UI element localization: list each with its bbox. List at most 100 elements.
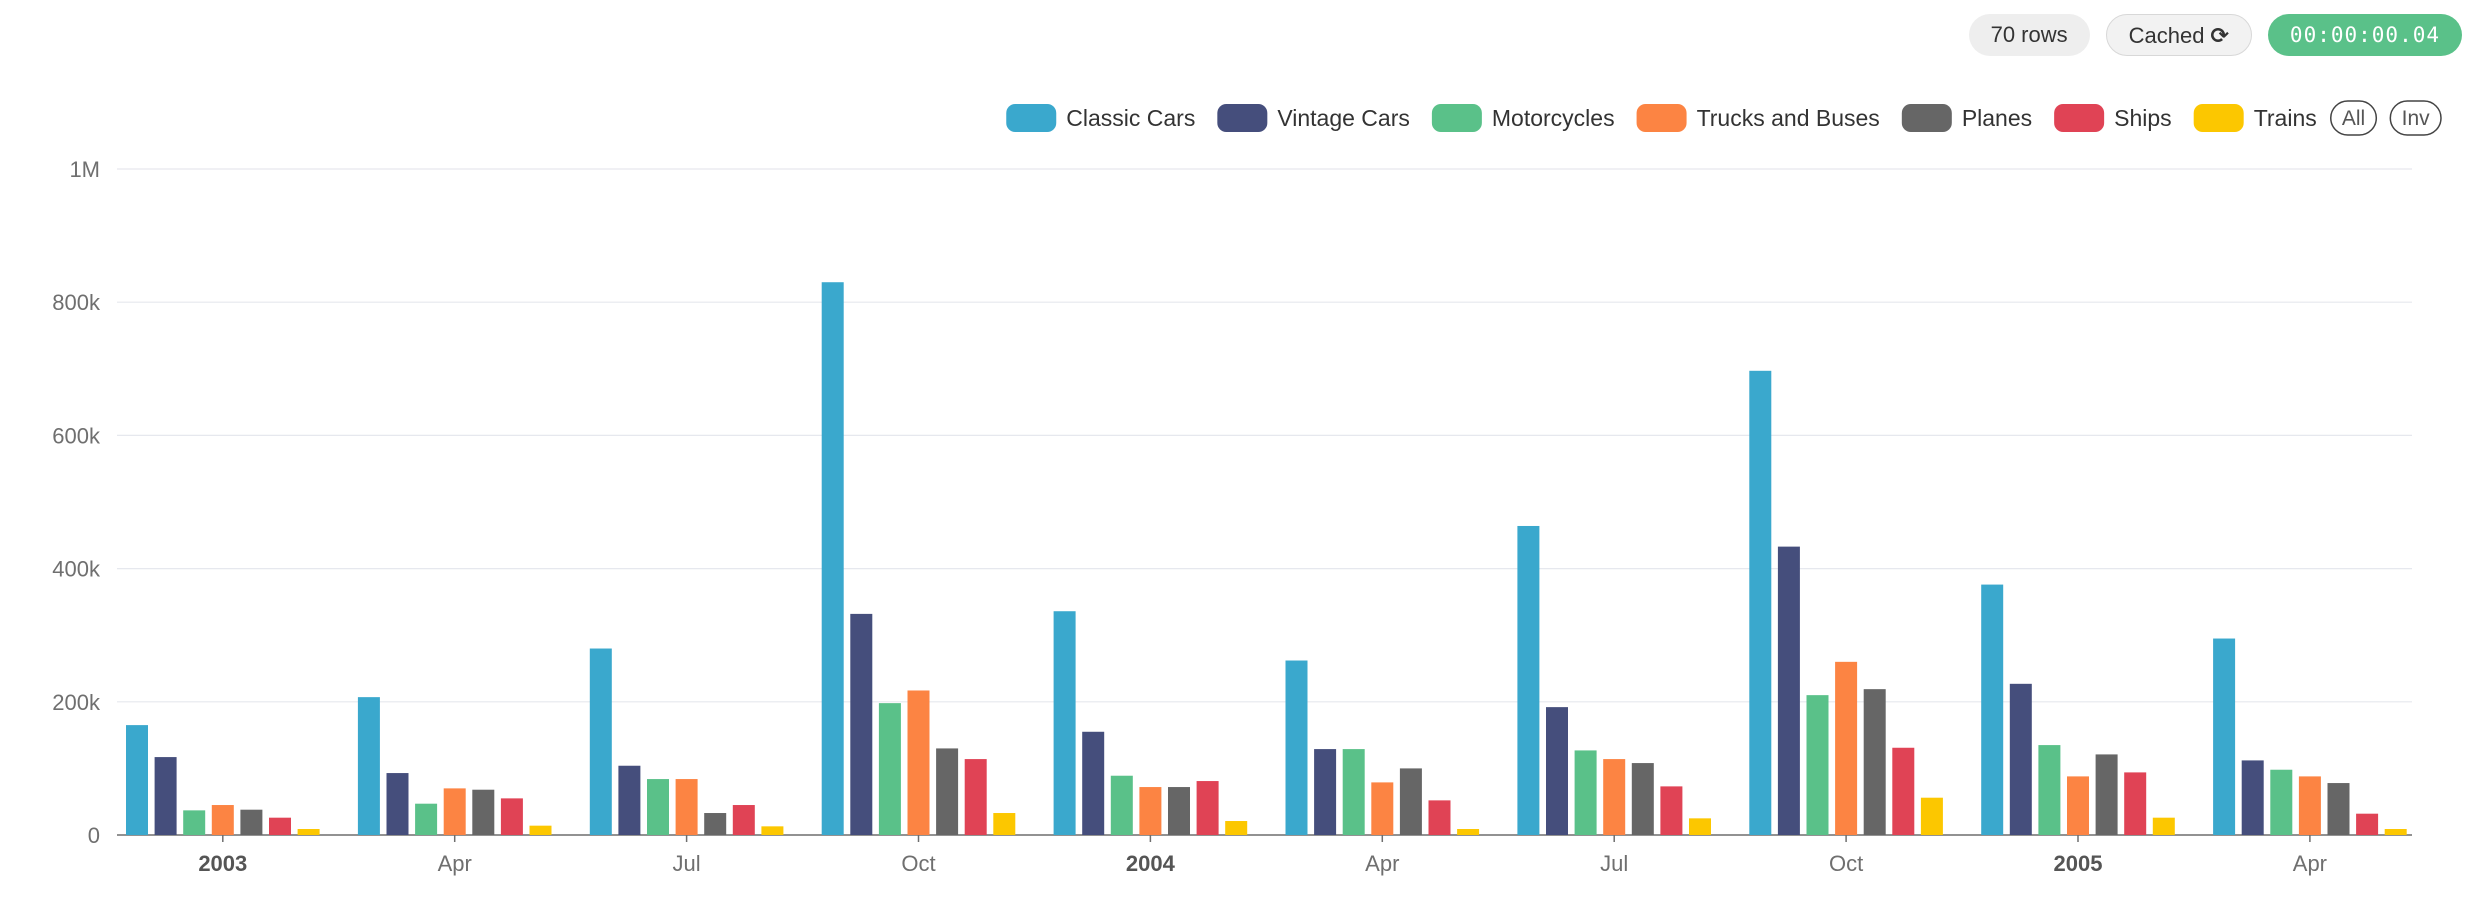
y-tick-label: 200k <box>52 690 101 715</box>
bar-ships[interactable] <box>964 759 987 835</box>
legend-swatch <box>2054 104 2105 132</box>
bar-trains[interactable] <box>297 829 320 835</box>
bar-trucks-and-buses[interactable] <box>675 779 698 835</box>
bar-classic-cars[interactable] <box>357 697 380 835</box>
legend-swatch <box>1636 104 1687 132</box>
bar-motorcycles[interactable] <box>647 779 669 835</box>
bar-ships[interactable] <box>269 817 291 835</box>
bar-classic-cars[interactable] <box>1285 660 1308 835</box>
legend-item-trucks-and-buses[interactable]: Trucks and Buses <box>1636 104 1880 132</box>
bar-classic-cars[interactable] <box>821 282 844 836</box>
cached-label: Cached <box>2128 23 2205 48</box>
legend-label: Trains <box>2254 105 2317 131</box>
x-tick-label: Apr <box>1365 851 1399 876</box>
bar-classic-cars[interactable] <box>1053 611 1076 835</box>
legend-item-motorcycles[interactable]: Motorcycles <box>1431 104 1615 132</box>
bar-ships[interactable] <box>1428 800 1451 835</box>
bar-motorcycles[interactable] <box>2270 769 2293 835</box>
bar-planes[interactable] <box>240 809 263 835</box>
query-status-bar: 70 rows Cached ⟳ 00:00:00.04 <box>1968 14 2462 56</box>
bar-planes[interactable] <box>704 813 727 835</box>
x-tick-label: Jul <box>1600 851 1628 876</box>
legend-item-classic-cars[interactable]: Classic Cars <box>1006 104 1195 132</box>
bar-classic-cars[interactable] <box>1981 584 2004 835</box>
bar-trucks-and-buses[interactable] <box>211 805 234 835</box>
bar-motorcycles[interactable] <box>1110 775 1133 835</box>
bar-trains[interactable] <box>2384 829 2407 835</box>
bar-ships[interactable] <box>2124 772 2147 835</box>
bar-vintage-cars[interactable] <box>1314 749 1337 835</box>
x-axis: 2003 Apr Jul Oct 2004 Apr Jul Oct 2005 Apr <box>198 835 2327 876</box>
bar-trucks-and-buses[interactable] <box>2298 776 2321 835</box>
bar-planes[interactable] <box>1399 768 1422 835</box>
bar-trains[interactable] <box>529 825 552 835</box>
bar-trains[interactable] <box>1457 829 1480 835</box>
bar-planes[interactable] <box>2095 754 2118 835</box>
bar-motorcycles[interactable] <box>878 703 901 835</box>
bar-trains[interactable] <box>1225 821 1248 835</box>
x-tick-label: Apr <box>2293 851 2327 876</box>
bar-planes[interactable] <box>2327 783 2350 835</box>
bar-motorcycles[interactable] <box>415 803 438 835</box>
bar-classic-cars[interactable] <box>1749 370 1772 835</box>
bar-classic-cars[interactable] <box>589 648 612 835</box>
legend-label: Motorcycles <box>1492 105 1615 131</box>
bar-ships[interactable] <box>1892 747 1915 835</box>
legend-item-planes[interactable]: Planes <box>1901 104 2032 132</box>
bar-ships[interactable] <box>1660 786 1683 835</box>
x-tick-label: 2005 <box>2054 851 2103 876</box>
bar-planes[interactable] <box>936 748 959 835</box>
bar-vintage-cars[interactable] <box>1777 546 1800 835</box>
legend-all-button[interactable]: All <box>2330 100 2378 136</box>
bar-planes[interactable] <box>1168 787 1190 835</box>
bar-planes[interactable] <box>472 789 495 835</box>
legend-invert-button[interactable]: Inv <box>2389 100 2442 136</box>
bar-trains[interactable] <box>993 813 1016 835</box>
x-tick-label: 2003 <box>198 851 247 876</box>
bar-motorcycles[interactable] <box>1574 750 1597 835</box>
bar-ships[interactable] <box>1196 781 1219 835</box>
bar-trains[interactable] <box>2152 817 2175 835</box>
bar-motorcycles[interactable] <box>1806 695 1829 835</box>
bar-ships[interactable] <box>2356 813 2379 835</box>
cached-button[interactable]: Cached ⟳ <box>2105 14 2252 56</box>
legend-label: Trucks and Buses <box>1697 105 1880 131</box>
bar-trains[interactable] <box>1920 797 1943 835</box>
bar-trucks-and-buses[interactable] <box>2067 776 2089 835</box>
bar-trucks-and-buses[interactable] <box>1371 782 1394 835</box>
bar-planes[interactable] <box>1631 763 1654 835</box>
bar-motorcycles[interactable] <box>2038 745 2061 835</box>
legend-item-trains[interactable]: Trains <box>2193 104 2317 132</box>
bar-vintage-cars[interactable] <box>850 613 873 835</box>
bar-vintage-cars[interactable] <box>2009 683 2032 835</box>
legend-swatch <box>1901 104 1952 132</box>
row-count-badge: 70 rows <box>1968 14 2090 56</box>
y-tick-label: 400k <box>52 557 101 582</box>
bar-motorcycles[interactable] <box>1342 749 1365 835</box>
legend-label: Planes <box>1962 105 2032 131</box>
bar-ships[interactable] <box>500 798 523 835</box>
bar-vintage-cars[interactable] <box>386 773 409 835</box>
bar-trucks-and-buses[interactable] <box>1835 661 1858 835</box>
bar-trains[interactable] <box>761 826 784 835</box>
bar-classic-cars[interactable] <box>126 725 148 835</box>
legend-item-ships[interactable]: Ships <box>2054 104 2172 132</box>
legend-item-vintage-cars[interactable]: Vintage Cars <box>1217 104 1410 132</box>
bar-motorcycles[interactable] <box>183 810 206 835</box>
bar-trucks-and-buses[interactable] <box>443 788 466 835</box>
bar-vintage-cars[interactable] <box>1082 731 1105 835</box>
bar-classic-cars[interactable] <box>1517 525 1540 835</box>
bar-vintage-cars[interactable] <box>2241 760 2264 835</box>
bar-ships[interactable] <box>732 805 755 835</box>
bar-classic-cars[interactable] <box>2213 638 2236 835</box>
bar-trucks-and-buses[interactable] <box>1603 759 1626 835</box>
bar-vintage-cars[interactable] <box>154 757 177 835</box>
y-tick-label: 600k <box>52 423 101 448</box>
bar-trucks-and-buses[interactable] <box>1139 787 1162 835</box>
bar-trains[interactable] <box>1689 818 1711 835</box>
bar-vintage-cars[interactable] <box>1546 707 1568 835</box>
bar-vintage-cars[interactable] <box>618 765 641 835</box>
bar-planes[interactable] <box>1863 689 1886 835</box>
bar-trucks-and-buses[interactable] <box>907 690 930 835</box>
